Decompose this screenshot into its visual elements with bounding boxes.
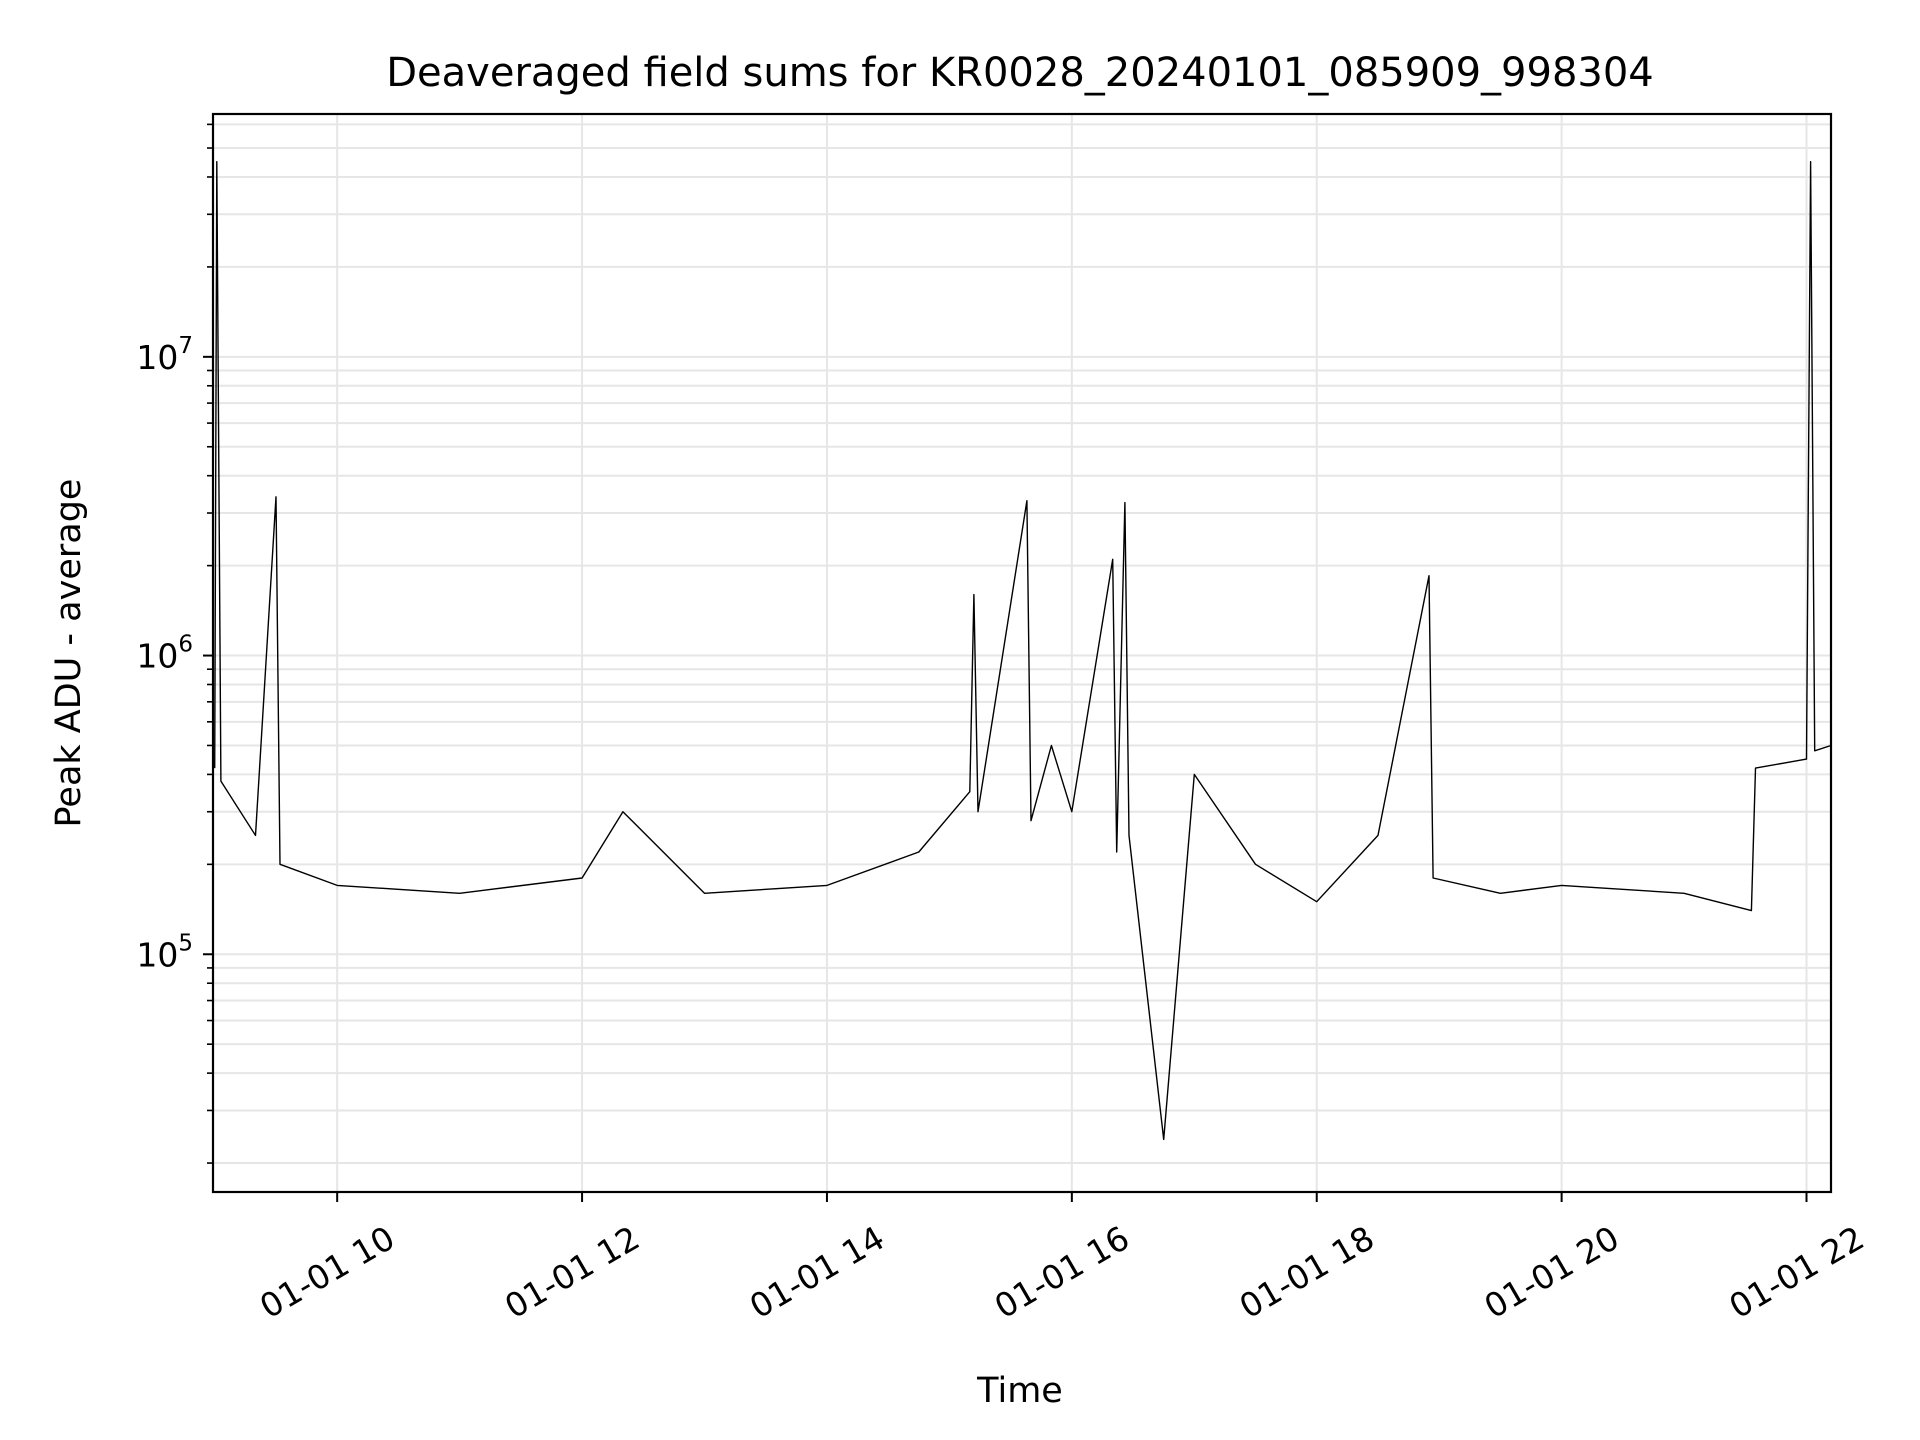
y-tick-base: 10 xyxy=(136,637,178,676)
y-tick-exponent: 5 xyxy=(178,930,193,956)
chart-title: Deaveraged field sums for KR0028_2024010… xyxy=(386,50,1654,96)
series-layer xyxy=(214,161,1832,1141)
x-axis-label: Time xyxy=(976,1371,1063,1411)
series-line xyxy=(214,161,1832,1141)
y-tick-label: 107 xyxy=(136,333,193,377)
y-tick-exponent: 7 xyxy=(178,333,193,359)
y-tick-base: 10 xyxy=(136,338,178,377)
plot-frame xyxy=(211,112,1833,1194)
y-tick-label: 105 xyxy=(136,930,193,974)
y-tick-base: 10 xyxy=(136,935,178,974)
grid xyxy=(213,114,1831,1192)
y-axis-label: Peak ADU - average xyxy=(49,479,89,828)
y-tick-label: 106 xyxy=(136,632,193,676)
y-tick-exponent: 6 xyxy=(178,632,193,658)
